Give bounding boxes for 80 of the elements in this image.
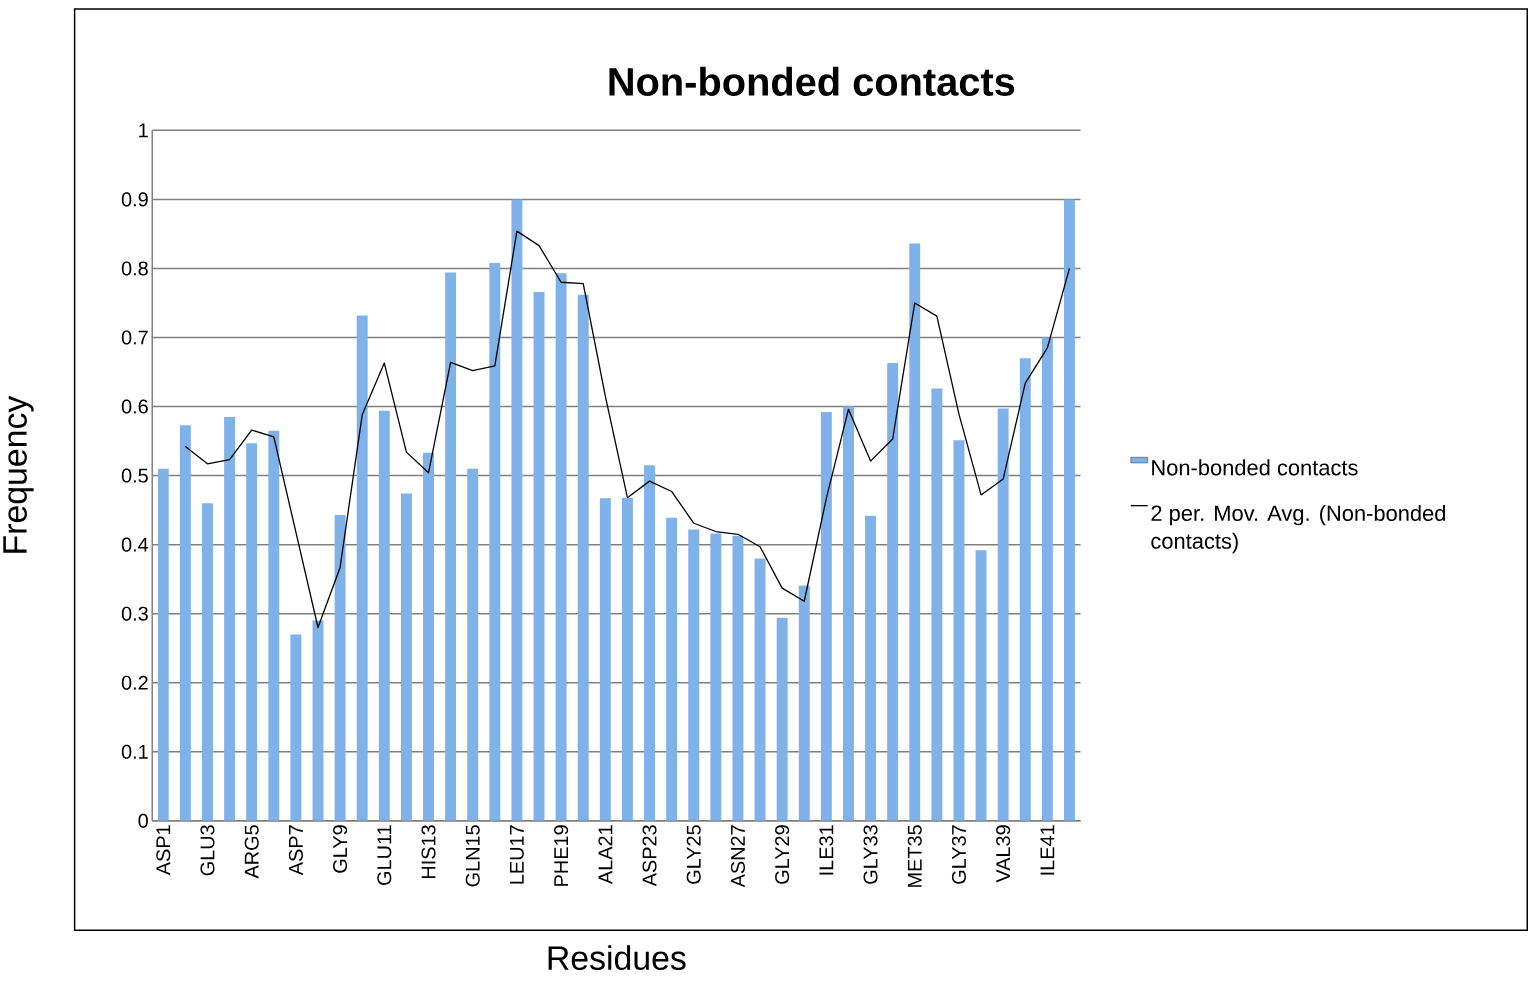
- x-tick-label: PHE19: [554, 825, 569, 886]
- bar: [798, 585, 810, 821]
- bar: [423, 452, 434, 821]
- bar: [246, 443, 258, 821]
- bar: [334, 514, 346, 821]
- y-tick-label: 0.2: [121, 675, 148, 690]
- bar: [909, 243, 921, 821]
- bar: [953, 440, 965, 821]
- bar: [688, 529, 700, 821]
- x-tick-label: LEU17: [509, 825, 524, 884]
- bar: [400, 493, 412, 821]
- x-tick-label: GLY9: [333, 825, 348, 873]
- bar: [577, 294, 589, 821]
- bar: [511, 199, 523, 821]
- y-tick-label: 0.5: [121, 468, 148, 483]
- bar: [224, 416, 236, 821]
- x-tick-label: GLY25: [686, 825, 701, 884]
- bar: [842, 406, 854, 821]
- bar: [666, 517, 678, 821]
- bar: [356, 315, 368, 821]
- x-tick-label: GLY33: [863, 825, 878, 884]
- bar: [776, 617, 788, 821]
- legend-label: 2 per. Mov. Avg. (Non-bonded contacts): [1151, 504, 1446, 554]
- bar: [621, 497, 633, 821]
- bar: [1019, 358, 1031, 821]
- y-tick-label: 0: [138, 813, 148, 828]
- y-tick-label: 1: [139, 123, 148, 138]
- x-tick-label: VAL39: [996, 825, 1011, 883]
- x-tick-label: GLU11: [377, 825, 392, 885]
- x-tick-label: ARG5: [244, 825, 259, 879]
- y-tick-label: 0.7: [121, 330, 148, 345]
- bar: [931, 388, 943, 821]
- bar: [975, 550, 987, 821]
- bar: [378, 410, 390, 821]
- x-tick-label: ASN27: [730, 825, 745, 888]
- x-tick-label: ASP23: [642, 825, 657, 887]
- bar: [179, 425, 191, 821]
- bar: [820, 412, 832, 821]
- x-tick-label: GLY37: [951, 825, 966, 884]
- bar: [489, 262, 501, 821]
- bar: [445, 272, 457, 821]
- line-series: [184, 230, 1071, 629]
- legend-label: Non-bonded contacts: [1152, 459, 1358, 476]
- bar: [555, 273, 567, 821]
- bar: [533, 291, 545, 821]
- x-tick-label: GLN15: [465, 825, 480, 887]
- bar: [1041, 337, 1053, 821]
- y-tick-label: 0.1: [121, 744, 148, 759]
- x-tick-label: GLU3: [200, 825, 215, 876]
- bar: [467, 468, 479, 821]
- y-tick-label: 0.6: [121, 399, 148, 414]
- y-tick-label: 0.8: [121, 261, 148, 276]
- bar: [997, 408, 1009, 821]
- y-tick-label: 0.4: [121, 537, 149, 552]
- x-tick-label: ASP1: [156, 825, 171, 876]
- bar: [887, 363, 899, 821]
- y-tick-label: 0.3: [121, 606, 148, 621]
- bar: [644, 465, 655, 821]
- x-tick-label: ASP7: [288, 825, 303, 876]
- x-tick-label: ALA21: [598, 825, 613, 885]
- x-tick-label: HIS13: [421, 825, 436, 879]
- bar: [754, 558, 766, 821]
- y-axis-title: Frequency: [3, 395, 34, 553]
- bar: [599, 498, 611, 821]
- y-tick-label: 0.9: [121, 192, 148, 207]
- bar: [157, 468, 169, 821]
- bar: [865, 515, 877, 821]
- x-tick-label: MET35: [907, 825, 922, 887]
- bar: [202, 503, 213, 821]
- bar: [710, 533, 722, 821]
- x-tick-label: ILE31: [819, 825, 834, 875]
- chart-title: Non-bonded contacts: [609, 66, 1015, 96]
- bar: [1064, 199, 1075, 821]
- bar: [268, 430, 280, 821]
- x-tick-label: GLY29: [775, 825, 790, 884]
- bar: [732, 535, 744, 821]
- bar: [312, 620, 324, 821]
- x-axis-title: Residues: [548, 945, 686, 971]
- bar: [290, 634, 302, 821]
- x-tick-label: ILE41: [1040, 825, 1055, 875]
